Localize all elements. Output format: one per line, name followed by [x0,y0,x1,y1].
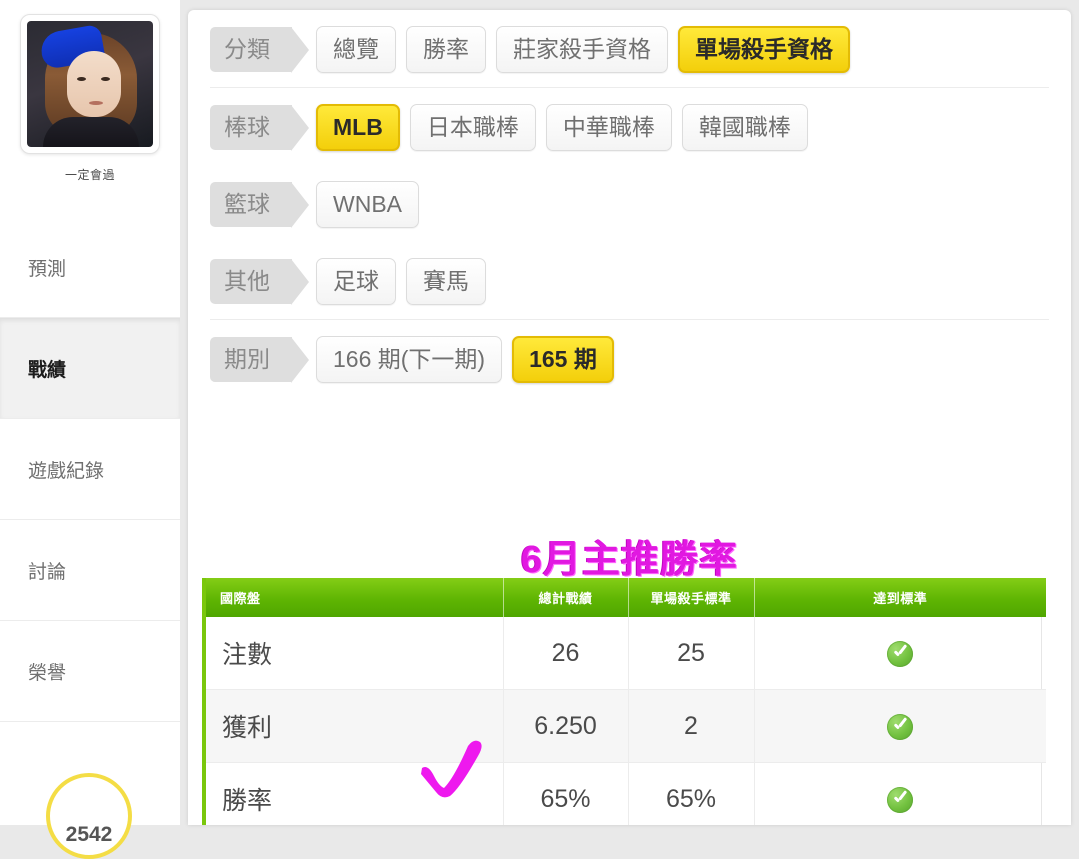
filter-chip-kbo[interactable]: 韓國職棒 [681,104,808,151]
app-root: 一定會過 預測 戰績 遊戲紀錄 討論 榮譽 2542 [0,0,1079,825]
score-badge-value: 2542 [65,823,113,846]
filter-block: 分類 總覽 勝率 莊家殺手資格 單場殺手資格 棒球 MLB 日本職棒 中華職棒 … [188,10,1071,397]
filter-row-baseball: 棒球 MLB 日本職棒 中華職棒 韓國職棒 [210,88,1049,165]
stats-table-container: 國際盤 總計戰績 單場殺手標準 達到標準 注數 26 25 [202,578,1046,825]
sidebar-item-record[interactable]: 戰績 [0,318,180,419]
filter-row-other: 其他 足球 賽馬 [210,242,1049,320]
column-header-met-standard: 達到標準 [754,578,1046,617]
row-label-profit: 獲利 [206,689,504,763]
sidebar-item-discussion[interactable]: 討論 [0,520,180,621]
filter-chip-mlb[interactable]: MLB [316,104,400,151]
sidebar: 一定會過 預測 戰績 遊戲紀錄 討論 榮譽 2542 [0,0,180,859]
filter-chip-period-165[interactable]: 165 期 [512,336,614,383]
profile-card[interactable] [20,14,160,154]
filter-row-basketball: 籃球 WNBA [210,165,1049,242]
column-header-total-record: 總計戰績 [503,578,629,617]
sidebar-item-honor[interactable]: 榮譽 [0,621,180,722]
filter-chip-single-game-killer[interactable]: 單場殺手資格 [678,26,850,73]
filter-chip-wnba[interactable]: WNBA [316,181,419,228]
avatar-eye-right [101,77,110,81]
cell-winrate-met [754,762,1046,825]
table-row: 勝率 65% 65% [206,762,1046,825]
cell-bets-total: 26 [503,617,629,690]
green-check-icon [887,713,914,740]
filter-chip-overview[interactable]: 總覽 [316,26,396,73]
filter-label-category: 分類 [210,27,309,73]
stats-table-body: 注數 26 25 獲利 6.250 2 [206,617,1046,825]
filter-chip-cpbl[interactable]: 中華職棒 [545,104,672,151]
table-header-row: 國際盤 總計戰績 單場殺手標準 達到標準 [206,578,1046,617]
filter-chip-bookie-killer[interactable]: 莊家殺手資格 [496,26,668,73]
cell-bets-standard: 25 [628,617,755,690]
score-badge: 2542 [46,773,132,859]
avatar [27,21,153,147]
avatar-eye-left [77,77,86,81]
filter-row-period: 期別 166 期(下一期) 165 期 [210,320,1049,397]
filter-chip-npb[interactable]: 日本職棒 [409,104,536,151]
sidebar-nav: 預測 戰績 遊戲紀錄 討論 榮譽 [0,217,180,722]
sidebar-item-label: 預測 [28,258,67,280]
sidebar-item-prediction[interactable]: 預測 [0,217,180,318]
sidebar-item-label: 討論 [28,561,67,583]
main-panel: 分類 總覽 勝率 莊家殺手資格 單場殺手資格 棒球 MLB 日本職棒 中華職棒 … [188,10,1071,825]
green-check-icon [887,786,914,813]
avatar-lips [89,101,103,105]
sidebar-item-label: 榮譽 [28,662,67,684]
filter-chip-period-166[interactable]: 166 期(下一期) [316,336,503,383]
annotation-title: 6月主推勝率 [520,539,739,581]
cell-profit-total: 6.250 [503,689,629,763]
filter-chip-soccer[interactable]: 足球 [316,258,396,305]
cell-profit-standard: 2 [628,689,755,763]
filter-label-baseball: 棒球 [210,105,309,151]
sidebar-item-label: 遊戲紀錄 [28,460,105,482]
row-label-bets: 注數 [206,617,504,690]
cell-profit-met [754,689,1046,763]
sidebar-item-game-log[interactable]: 遊戲紀錄 [0,419,180,520]
filter-chip-winrate[interactable]: 勝率 [406,26,486,73]
avatar-face [67,51,121,117]
row-label-winrate: 勝率 [206,762,504,825]
sidebar-item-label: 戰績 [28,360,67,381]
filter-label-period: 期別 [210,337,309,383]
filter-label-other: 其他 [210,259,309,305]
table-row: 注數 26 25 [206,617,1046,690]
filter-row-category: 分類 總覽 勝率 莊家殺手資格 單場殺手資格 [210,10,1049,88]
profile-username: 一定會過 [64,168,115,182]
column-header-killer-standard: 單場殺手標準 [628,578,755,617]
stats-table: 國際盤 總計戰績 單場殺手標準 達到標準 注數 26 25 [206,578,1046,825]
table-row: 獲利 6.250 2 [206,689,1046,763]
cell-bets-met [754,617,1046,690]
green-check-icon [887,640,914,667]
stats-table-head: 國際盤 總計戰績 單場殺手標準 達到標準 [206,578,1046,617]
cell-winrate-total: 65% [503,762,629,825]
column-header-market: 國際盤 [206,578,504,617]
filter-label-basketball: 籃球 [210,182,309,228]
cell-winrate-standard: 65% [628,762,755,825]
avatar-body [43,117,139,147]
filter-chip-horse-racing[interactable]: 賽馬 [406,258,486,305]
